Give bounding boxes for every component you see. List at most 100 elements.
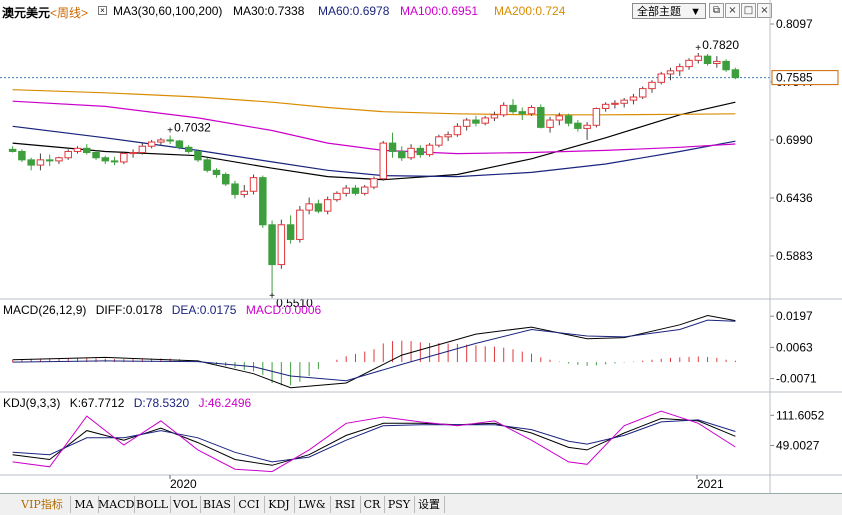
candle <box>676 66 684 72</box>
close-icon[interactable]: × <box>725 3 740 18</box>
candle <box>55 157 63 162</box>
candle <box>83 147 91 154</box>
candle <box>407 147 415 159</box>
candle <box>592 108 601 126</box>
candle <box>157 139 165 143</box>
candle <box>333 192 341 201</box>
candle <box>388 142 397 152</box>
candle <box>481 117 489 124</box>
candle <box>638 88 647 98</box>
candle <box>472 119 480 124</box>
y-tick-label: 0.0197 <box>776 309 813 323</box>
kdj-panel: 111.6052 49.0027 <box>12 408 825 473</box>
kdj-k-value: K:67.7712 <box>69 396 125 410</box>
candle <box>259 177 267 226</box>
ma60-line <box>12 125 736 178</box>
candle <box>286 224 295 240</box>
kdj-j-line <box>12 410 736 473</box>
candle <box>444 134 452 138</box>
restore-icon[interactable]: ⧉ <box>709 3 724 18</box>
axes: 2020 2021 <box>0 0 842 493</box>
tab-rsi[interactable]: RSI <box>330 496 361 513</box>
marker-icon: + <box>167 126 173 137</box>
ma200-legend: MA200:0.724 <box>494 4 566 18</box>
candle <box>184 146 193 152</box>
candle <box>555 115 564 121</box>
kdj-k-line <box>12 417 736 466</box>
candle <box>416 147 425 156</box>
ma100-line <box>12 100 736 155</box>
candle <box>574 122 582 129</box>
candle <box>240 190 249 195</box>
tab-kdj[interactable]: KDJ <box>264 496 295 513</box>
candle <box>129 152 137 155</box>
tab-settings[interactable]: 设置 <box>414 496 445 513</box>
tab-vol[interactable]: VOL <box>170 496 201 513</box>
candle <box>694 55 703 61</box>
macd-histogram-value: MACD:0.0006 <box>245 303 322 317</box>
symbol-name: 澳元美元 <box>2 6 51 20</box>
tab-vip[interactable]: VIP指标 <box>14 496 71 513</box>
kdj-d-value: D:78.5320 <box>133 396 190 410</box>
chart-canvas: 0.80970.75440.69900.64360.58830.7585+0.7… <box>0 0 842 493</box>
tab-ma[interactable]: MA <box>70 496 99 513</box>
candle <box>666 70 675 75</box>
settings-icon[interactable]: × <box>98 6 107 15</box>
high-price-label: 0.7032 <box>174 121 211 135</box>
candle <box>166 139 174 142</box>
tab-lw[interactable]: LW& <box>294 496 331 513</box>
candle <box>425 144 434 156</box>
ma200-line <box>12 89 736 116</box>
candle <box>27 159 35 166</box>
tab-boll[interactable]: BOLL <box>134 496 171 513</box>
candle <box>398 150 406 159</box>
candle <box>92 152 100 159</box>
candle <box>509 104 517 113</box>
indicator-tab-bar: VIP指标 MA MACD BOLL VOL BIAS CCI KDJ LW& RSI CR PSY 设… <box>0 493 842 515</box>
candle <box>305 203 313 211</box>
macd-diff-value: DIFF:0.0178 <box>95 303 163 317</box>
y-tick-label: 0.5883 <box>776 249 813 263</box>
theme-dropdown-label: 全部主题 <box>637 6 681 18</box>
candle <box>583 124 591 129</box>
tab-cr[interactable]: CR <box>360 496 385 513</box>
candle <box>147 141 156 147</box>
candle <box>101 157 110 162</box>
ma30-line <box>12 101 736 181</box>
period-selector[interactable]: <周线> <box>50 6 89 20</box>
tab-bias[interactable]: BIAS <box>200 496 235 513</box>
diff-line <box>12 314 736 389</box>
candle <box>222 174 230 185</box>
kdj-title: KDJ(9,3,3) <box>3 396 61 410</box>
candle <box>18 150 26 161</box>
maximize-icon[interactable]: □ <box>741 3 756 18</box>
candle <box>462 119 471 127</box>
candle <box>8 148 17 152</box>
tab-macd[interactable]: MACD <box>98 496 135 513</box>
tab-psy[interactable]: PSY <box>384 496 415 513</box>
candle <box>120 153 128 163</box>
candle <box>453 125 462 136</box>
candle <box>379 142 388 180</box>
candle <box>657 73 665 83</box>
candle <box>231 183 239 195</box>
price-panel: 0.80970.75440.69900.64360.58830.7585+0.7… <box>0 17 839 310</box>
candle <box>518 111 526 115</box>
macd-title: MACD(26,12,9) <box>3 303 87 317</box>
kdj-j-value: J:46.2496 <box>198 396 252 410</box>
candle <box>703 55 712 64</box>
candle <box>277 224 286 266</box>
marker-icon: + <box>695 43 701 54</box>
candle <box>194 150 202 161</box>
candle <box>370 178 378 188</box>
close-window-icon[interactable]: × <box>757 3 772 18</box>
candle <box>537 106 545 128</box>
theme-dropdown[interactable]: 全部主题 ▼ <box>632 3 706 19</box>
candle <box>731 69 740 79</box>
ma60-legend: MA60:0.6978 <box>318 4 390 18</box>
candle <box>110 160 119 163</box>
candle <box>73 147 82 152</box>
current-price-box <box>771 70 839 86</box>
candle <box>648 81 656 90</box>
tab-cci[interactable]: CCI <box>234 496 265 513</box>
